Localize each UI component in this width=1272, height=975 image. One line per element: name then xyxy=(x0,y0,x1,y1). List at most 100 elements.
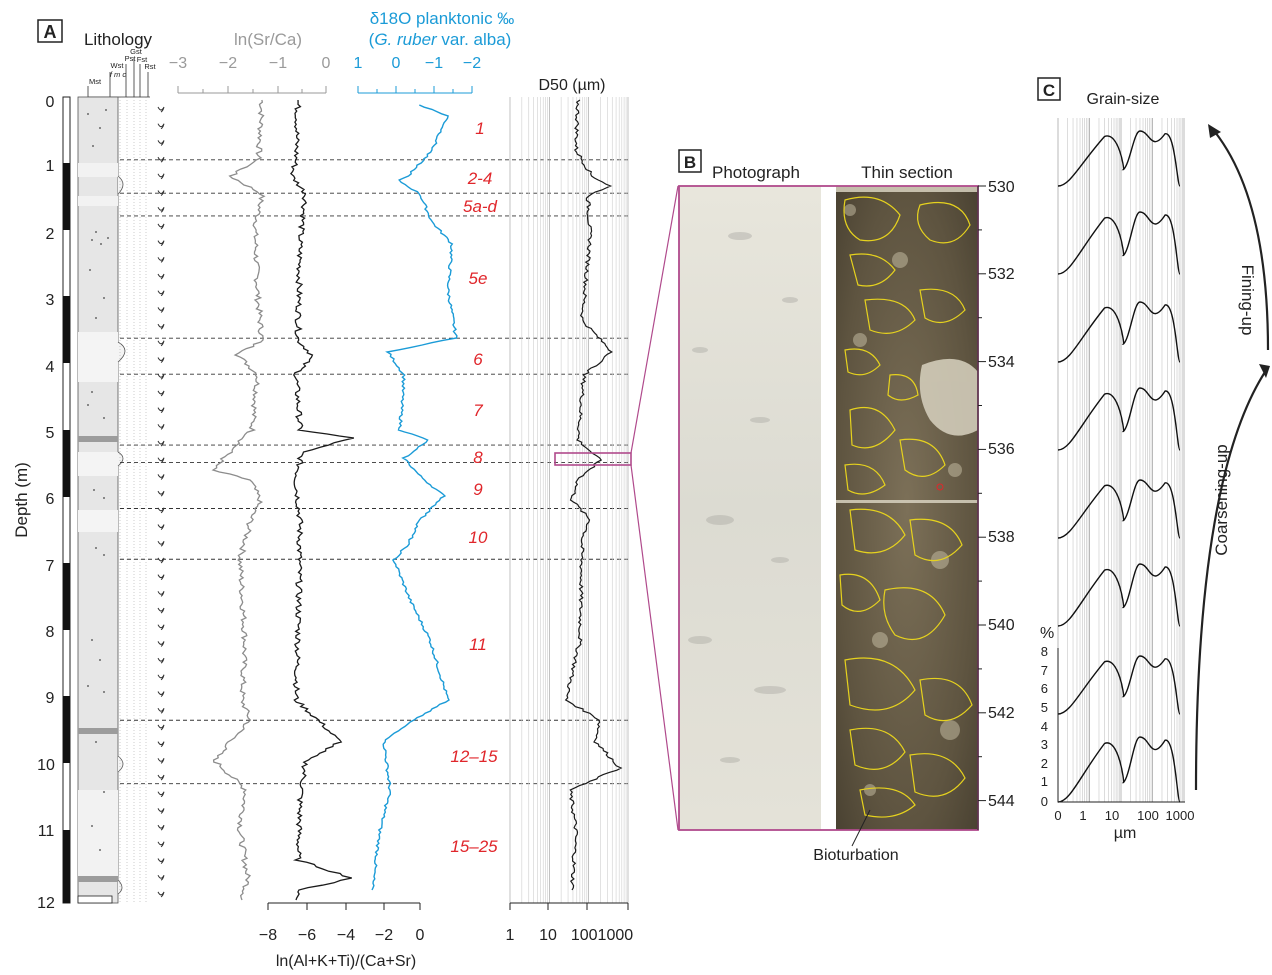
grain-size-y-unit: % xyxy=(1040,625,1054,642)
lithology-class-labels: Mst Wst Pst Gst Fst Rst f m c xyxy=(89,47,157,86)
depth-tick: 2 xyxy=(46,226,55,243)
fossil-symbol xyxy=(157,290,165,297)
fossil-symbol xyxy=(157,791,165,798)
fossil-symbol xyxy=(157,424,165,430)
grain-size-curve xyxy=(1057,479,1181,539)
mis-label: 6 xyxy=(473,350,483,369)
coarsening-up-arrow xyxy=(1194,371,1266,791)
mis-boundary-lines xyxy=(120,159,628,785)
fossil-symbol xyxy=(157,891,165,898)
panel-b-box xyxy=(678,149,702,173)
lithology-title: Lithology xyxy=(84,30,153,49)
panel-a-box xyxy=(37,19,63,43)
alktr-curve xyxy=(289,99,355,901)
fossil-symbol xyxy=(157,841,165,848)
fossil-symbol xyxy=(157,824,165,831)
grain-size-curve xyxy=(1057,563,1181,627)
fossil-symbol xyxy=(157,307,165,313)
fossil-symbol xyxy=(157,557,165,564)
depth-tick: 9 xyxy=(46,690,55,707)
burrow-outlines xyxy=(839,196,973,818)
srca-tick: −2 xyxy=(219,55,237,72)
fossil-symbol xyxy=(157,707,165,714)
d18o-ticks: 1 0 −1 −2 xyxy=(354,55,482,72)
d18o-species-suffix: var. alba) xyxy=(437,30,512,49)
fossil-symbol xyxy=(157,641,165,647)
mis-labels: 1 2-4 5a-d 5e 6 7 8 9 10 11 12–15 15–25 xyxy=(450,119,498,856)
fossil-symbol xyxy=(157,858,165,864)
depth-tick: 1 xyxy=(46,158,55,175)
depth-tick: 10 xyxy=(37,757,55,774)
lithology-column xyxy=(77,96,147,904)
y-tick: 3 xyxy=(1041,737,1048,752)
zoom-connector-lines xyxy=(630,185,679,831)
alktr-title: ln(Al+K+Ti)/(Ca+Sr) xyxy=(276,953,416,970)
fossil-symbol xyxy=(157,474,165,480)
depth-axis-label: Depth (m) xyxy=(12,462,31,538)
depth-tick: 6 xyxy=(46,491,55,508)
mis-label: 10 xyxy=(469,528,488,547)
x-tick: 100 xyxy=(1137,808,1159,823)
d50-curve xyxy=(564,99,623,891)
x-tick: 1000 xyxy=(1166,808,1195,823)
mis-label: 7 xyxy=(473,401,483,420)
fining-arrowhead xyxy=(1208,124,1221,138)
panel-c: C Grain-size % 8 7 6 5 4 3 2 1 0 0 1 10 … xyxy=(1037,77,1270,842)
y-tick: 6 xyxy=(1041,681,1048,696)
depth-tick: 11 xyxy=(38,823,55,840)
fining-up-label: Fining-up xyxy=(1238,265,1257,336)
mis-label: 5e xyxy=(469,269,488,288)
srca-axis xyxy=(177,86,327,94)
srca-ticks: −3 −2 −1 0 xyxy=(169,55,331,72)
d50-tick: 10 xyxy=(539,927,557,944)
d50-tick: 1 xyxy=(506,927,515,944)
b-depth-tick: 540 xyxy=(988,617,1015,634)
srca-tick: −1 xyxy=(269,55,287,72)
d18o-tick: 0 xyxy=(392,55,401,72)
depth-tick: 8 xyxy=(46,624,55,641)
bioturbation-label: Bioturbation xyxy=(813,847,898,864)
d18o-curve xyxy=(371,104,458,891)
fossil-symbol xyxy=(157,808,165,814)
panel-b: B Photograph Thin section xyxy=(678,149,1015,864)
photo-texture xyxy=(688,232,798,763)
fossil-symbol xyxy=(157,357,165,363)
fossil-symbol xyxy=(157,524,165,530)
fossil-symbol xyxy=(157,440,165,447)
thin-section-light-patches xyxy=(836,186,978,503)
b-depth-tick: 532 xyxy=(988,266,1015,283)
fossil-symbol xyxy=(157,758,165,764)
fossil-symbol xyxy=(157,691,165,697)
fossil-symbol xyxy=(157,724,165,731)
mis-label: 9 xyxy=(473,480,483,499)
alktr-tick: −8 xyxy=(259,927,277,944)
grain-size-curve xyxy=(1057,301,1181,363)
depth-scale-bar xyxy=(62,96,71,904)
sample-highlight-box xyxy=(554,452,632,466)
y-tick: 5 xyxy=(1041,700,1048,715)
fossil-symbol xyxy=(157,273,165,280)
grain-size-log-grid xyxy=(1057,118,1185,802)
grain-size-x-unit: µm xyxy=(1114,825,1137,842)
fossil-symbol xyxy=(157,206,165,213)
depth-tick: 7 xyxy=(46,558,55,575)
lith-class-gst: Gst xyxy=(130,47,143,56)
fossil-symbol xyxy=(157,874,165,881)
depth-tick: 5 xyxy=(46,425,55,442)
grain-size-curve xyxy=(1057,387,1181,451)
fossil-symbol xyxy=(157,106,165,113)
mis-label: 2-4 xyxy=(467,169,493,188)
d50-log-grid xyxy=(509,97,629,903)
lithology-class-ticks xyxy=(87,57,150,98)
fossil-symbol xyxy=(157,257,165,263)
d18o-species: (G. ruber var. alba) xyxy=(369,30,512,49)
fossil-symbol xyxy=(157,340,165,347)
fossil-symbol xyxy=(157,624,165,631)
panel-a-letter: A xyxy=(44,22,57,42)
x-tick: 0 xyxy=(1054,808,1061,823)
fossil-symbol xyxy=(157,741,165,748)
grain-size-title: Grain-size xyxy=(1087,91,1160,108)
grain-size-distributions xyxy=(1057,130,1181,803)
fossil-symbol xyxy=(157,373,165,380)
depth-tick: 4 xyxy=(46,359,55,376)
